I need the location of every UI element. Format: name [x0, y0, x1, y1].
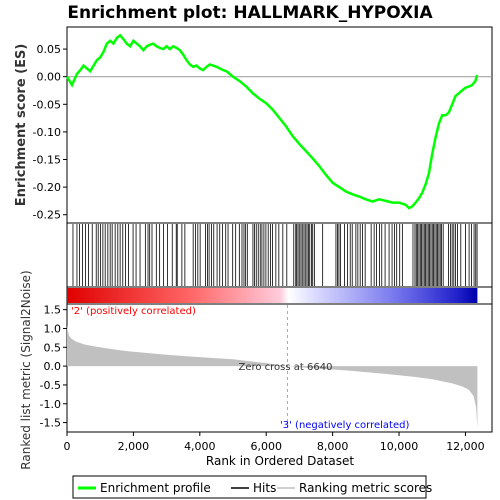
- metric-y-axis-label: Ranked list metric (Signal2Noise): [19, 270, 33, 469]
- es-y-ticks: 0.05 0.00 -0.05 -0.10 -0.15 -0.20 -0.25: [33, 43, 67, 222]
- es-ytick-label: -0.05: [33, 98, 61, 111]
- hits-marks: [72, 224, 478, 286]
- x-axis-ticks: 0 2,000 4,000 6,000 8,000 10,000 12,000: [64, 432, 485, 453]
- es-ytick-label: 0.00: [37, 71, 62, 84]
- es-ytick-label: 0.05: [37, 43, 62, 56]
- xtick-label: 10,000: [380, 440, 419, 453]
- es-ytick-label: -0.10: [33, 126, 61, 139]
- es-ytick-label: -0.20: [33, 181, 61, 194]
- ranking-color-bar: [67, 288, 478, 303]
- es-panel: [66, 26, 493, 224]
- metric-ytick-label: 0.0: [44, 360, 62, 373]
- metric-ytick-label: -1.5: [40, 417, 61, 430]
- xtick-label: 4,000: [184, 440, 216, 453]
- legend-hits-label: Hits: [253, 481, 276, 495]
- chart-title: Enrichment plot: HALLMARK_HYPOXIA: [67, 3, 433, 23]
- negative-correlated-label: '3' (negatively correlated): [280, 420, 409, 431]
- metric-ytick-label: -0.5: [40, 379, 61, 392]
- xtick-label: 2,000: [118, 440, 150, 453]
- legend-metric-label: Ranking metric scores: [299, 481, 432, 495]
- xtick-label: 6,000: [250, 440, 282, 453]
- legend-enrichment-label: Enrichment profile: [100, 481, 211, 495]
- metric-ytick-label: 1.5: [44, 304, 62, 317]
- xtick-label: 8,000: [317, 440, 349, 453]
- legend-box: [72, 475, 427, 499]
- xtick-label: 12,000: [446, 440, 485, 453]
- metric-y-ticks: 1.5 1.0 0.5 0.0 -0.5 -1.0 -1.5: [40, 304, 67, 430]
- es-ytick-label: -0.25: [33, 209, 61, 222]
- positive-correlated-label: '2' (positively correlated): [71, 306, 196, 317]
- x-axis-label: Rank in Ordered Dataset: [206, 454, 354, 468]
- xtick-label: 0: [64, 440, 71, 453]
- metric-ytick-label: 1.0: [44, 322, 62, 335]
- hits-panel: [66, 222, 493, 288]
- es-ytick-label: -0.15: [33, 154, 61, 167]
- metric-ytick-label: -1.0: [40, 398, 61, 411]
- es-y-axis-label: Enrichment score (ES): [14, 44, 29, 207]
- metric-ytick-label: 0.5: [44, 341, 62, 354]
- enrichment-profile-line: [65, 33, 479, 210]
- zero-cross-label: Zero cross at 6640: [238, 362, 332, 373]
